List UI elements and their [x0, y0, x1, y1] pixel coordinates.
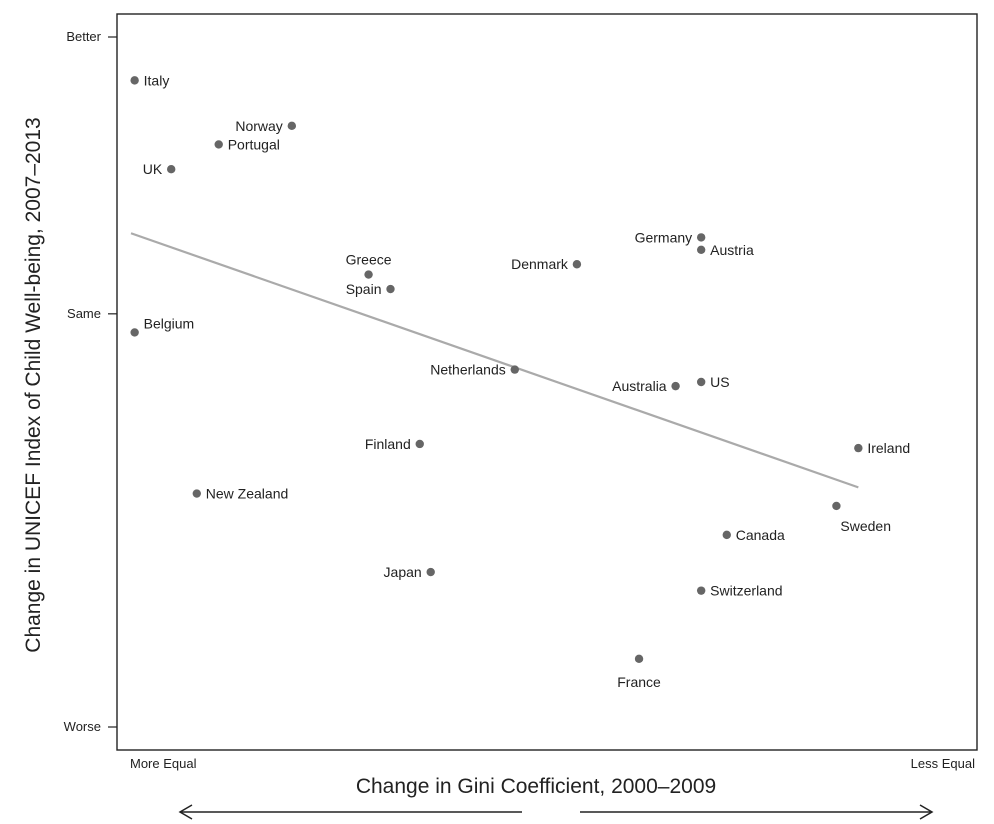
point-label-japan: Japan — [384, 564, 422, 580]
point-label-austria: Austria — [710, 242, 754, 258]
point-denmark — [572, 260, 582, 269]
point-label-ireland: Ireland — [867, 440, 910, 456]
point-label-greece: Greece — [346, 252, 392, 268]
point-belgium — [130, 328, 139, 337]
point-label-belgium: Belgium — [144, 315, 195, 331]
point-label-denmark: Denmark — [511, 256, 569, 272]
point-label-norway: Norway — [235, 118, 282, 134]
point-label-switzerland: Switzerland — [710, 583, 782, 599]
point-germany — [696, 233, 706, 242]
point-label-spain: Spain — [346, 281, 382, 297]
point-netherlands — [510, 365, 519, 374]
point-label-australia: Australia — [612, 378, 667, 394]
point-sweden — [832, 501, 841, 511]
point-label-us: US — [710, 374, 729, 390]
point-spain — [386, 284, 395, 294]
plot-frame — [116, 13, 978, 751]
point-australia — [671, 381, 680, 391]
y-tick-label: Better — [66, 29, 101, 44]
data-points: Italy Norway Portugal UK Germany Austria Denma… — [130, 72, 910, 690]
point-label-uk: UK — [143, 161, 163, 177]
point-label-italy: Italy — [144, 72, 170, 88]
point-us — [696, 377, 706, 387]
point-japan — [426, 567, 435, 577]
point-greece — [364, 270, 373, 279]
point-portugal — [214, 140, 223, 149]
point-france — [634, 654, 644, 664]
point-ireland — [854, 443, 863, 453]
y-tick-label: Same — [67, 306, 101, 321]
y-axis: Better Same Worse — [64, 29, 117, 734]
point-label-finland: Finland — [365, 436, 411, 452]
point-norway — [287, 121, 297, 131]
point-switzerland — [696, 586, 706, 595]
x-axis-right-label: Less Equal — [911, 756, 975, 771]
point-italy — [130, 76, 139, 85]
arrow-right — [580, 804, 934, 820]
point-austria — [696, 245, 706, 254]
point-new-zealand — [192, 489, 201, 498]
point-label-netherlands: Netherlands — [430, 362, 506, 378]
point-label-portugal: Portugal — [228, 136, 280, 152]
point-canada — [722, 530, 731, 540]
point-label-france: France — [617, 674, 661, 690]
x-axis-left-label: More Equal — [130, 756, 197, 771]
point-uk — [167, 165, 176, 174]
arrow-left — [178, 804, 522, 820]
x-axis-title: Change in Gini Coefficient, 2000–2009 — [356, 775, 716, 798]
point-finland — [415, 439, 424, 449]
y-axis-title: Change in UNICEF Index of Child Well-bei… — [22, 117, 45, 652]
point-label-germany: Germany — [635, 229, 693, 245]
point-label-new-zealand: New Zealand — [206, 486, 288, 502]
trend-line — [130, 232, 859, 489]
y-tick-label: Worse — [64, 719, 101, 734]
point-label-sweden: Sweden — [840, 518, 891, 534]
point-label-canada: Canada — [736, 527, 785, 543]
